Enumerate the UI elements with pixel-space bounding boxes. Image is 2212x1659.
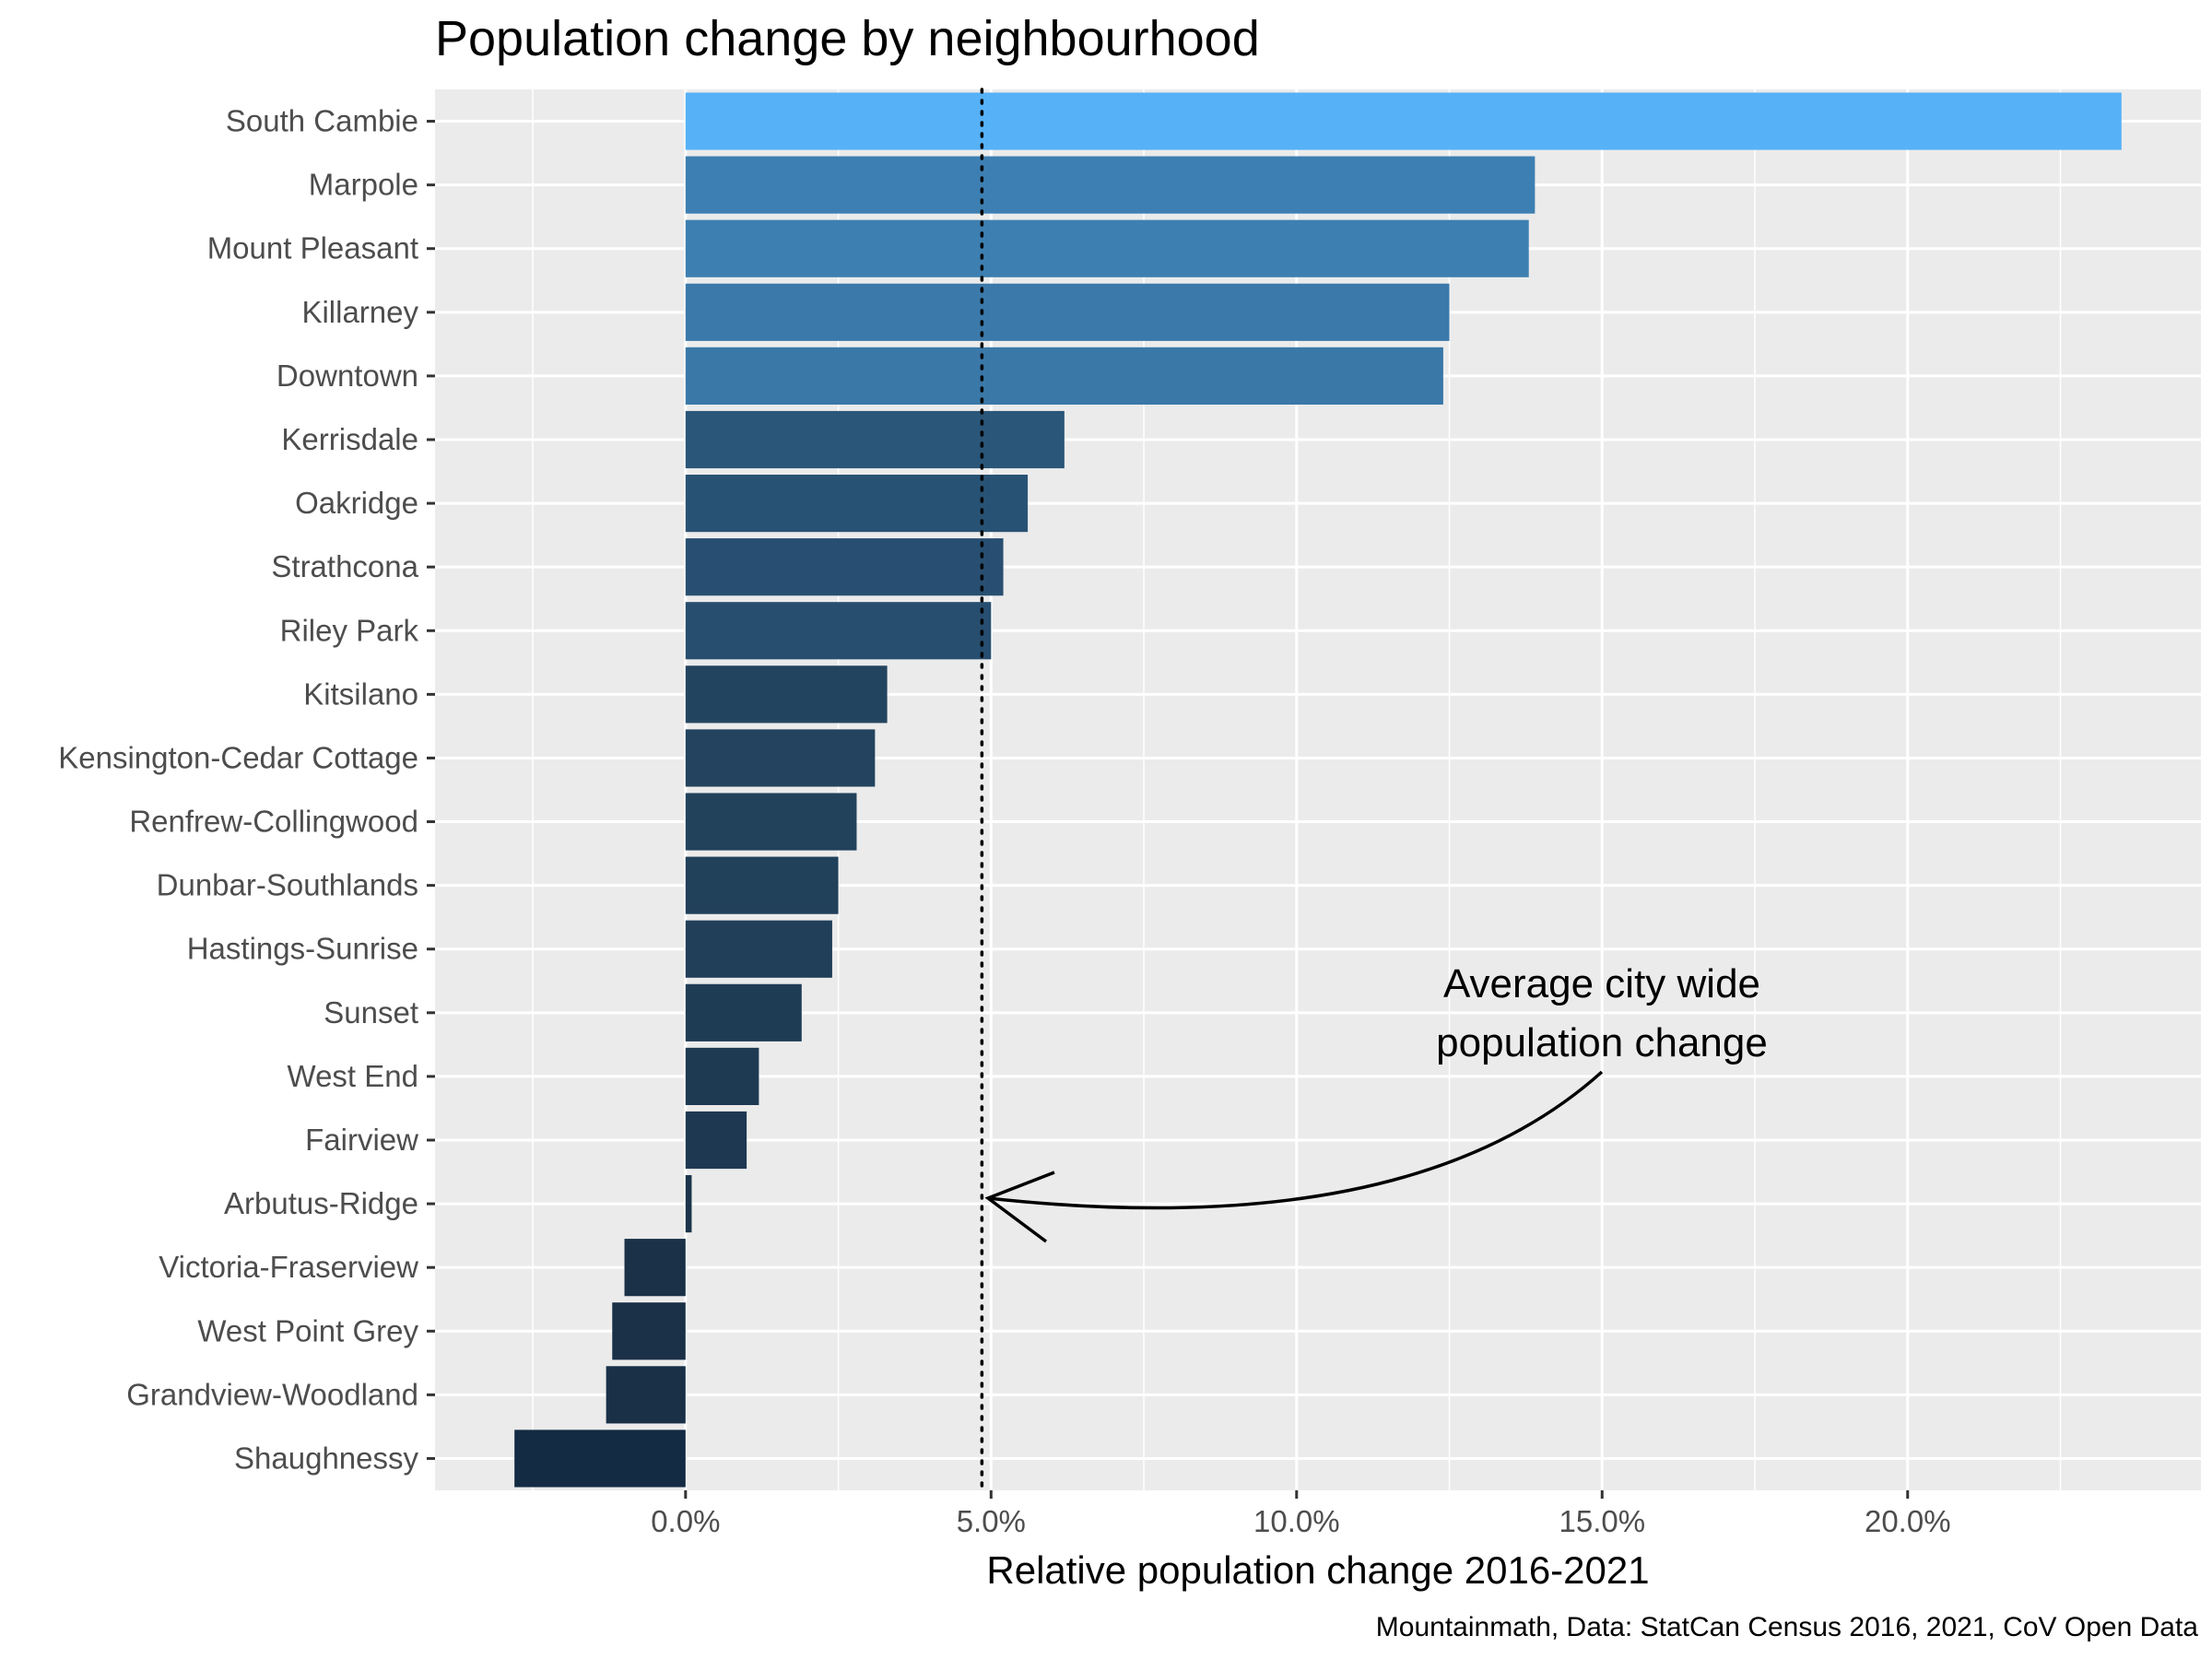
x-tick-label: 5.0% [957,1504,1026,1538]
y-tick-label: Grandview-Woodland [126,1377,418,1411]
y-tick-label: West Point Grey [197,1313,418,1347]
bar [685,410,1065,469]
y-tick-label: Oakridge [295,486,418,520]
y-tick-label: Killarney [301,295,418,329]
y-tick-label: Arbutus-Ridge [224,1186,418,1220]
chart-title: Population change by neighbourhood [435,11,1260,66]
y-tick-label: Kitsilano [303,677,418,711]
y-tick-label: Marpole [309,168,418,202]
bar [514,1430,686,1488]
y-tick-label: Shaughnessy [234,1441,418,1475]
y-tick-label: Riley Park [280,613,419,647]
bar [606,1366,686,1424]
x-tick-label: 10.0% [1253,1504,1340,1538]
x-axis-title: Relative population change 2016-2021 [986,1548,1649,1592]
annotation-arrowhead [984,1171,1055,1243]
y-tick-label: Kensington-Cedar Cottage [58,740,418,774]
y-tick-label: Renfrew-Collingwood [129,805,418,839]
x-tick-label: 0.0% [651,1504,720,1538]
y-tick-label: South Cambie [226,104,418,138]
bar [685,983,802,1041]
bar [685,793,857,851]
y-tick-label: Dunbar-Southlands [157,868,418,902]
y-axis: South Cambie Marpole Mount Pleasant Killarn… [58,104,435,1475]
bar [685,602,992,660]
annotation-arrow-curve [987,1070,1604,1210]
bar [685,219,1529,277]
bar [685,1111,747,1170]
bars [514,92,2122,1488]
y-tick-label: Victoria-Fraserview [159,1250,418,1284]
y-tick-label: West End [288,1059,418,1093]
bar [685,856,839,914]
bar [685,665,888,724]
annotation: Average city wide population change [984,961,1768,1243]
y-tick-label: Sunset [324,995,418,1030]
bar [624,1239,686,1297]
bar [685,92,2122,150]
annotation-line-2: population change [1436,1020,1768,1065]
y-tick-label: Kerrisdale [281,422,418,456]
caption: Mountainmath, Data: StatCan Census 2016,… [1376,1612,2199,1642]
bar [685,920,832,978]
x-tick-label: 20.0% [1865,1504,1951,1538]
bar [685,1175,692,1233]
bar [685,475,1029,533]
bar [685,729,876,787]
y-tick-label: Downtown [276,359,418,393]
bar [685,538,1004,596]
y-tick-label: Hastings-Sunrise [187,932,418,966]
y-tick-label: Strathcona [271,549,418,583]
x-axis: 0.0% 5.0% 10.0% 15.0% 20.0% [651,1490,1951,1538]
bar [685,156,1535,214]
bar [685,1047,759,1105]
bar [685,283,1450,341]
y-tick-label: Fairview [305,1123,418,1157]
annotation-line-1: Average city wide [1443,961,1760,1006]
x-tick-label: 15.0% [1559,1504,1645,1538]
y-tick-label: Mount Pleasant [207,231,418,265]
bar [685,347,1443,405]
bar [612,1302,686,1360]
